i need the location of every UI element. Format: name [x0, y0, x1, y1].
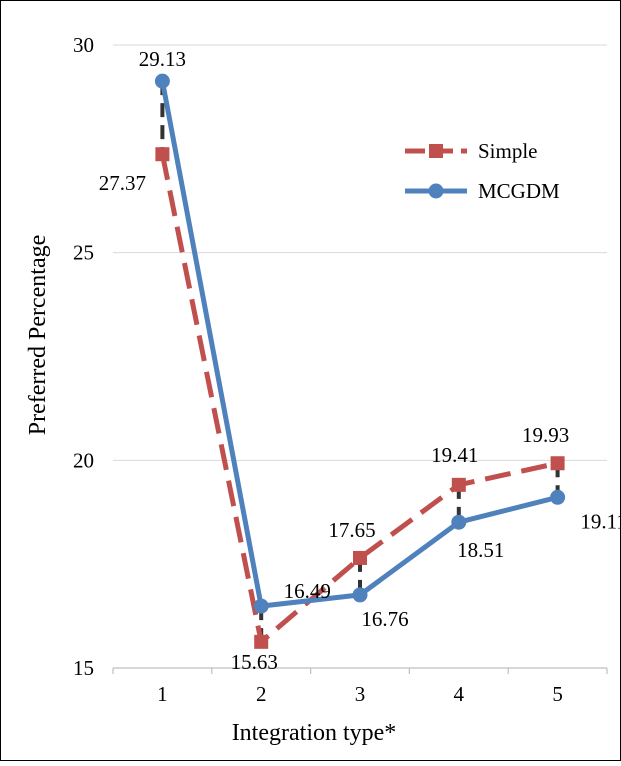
data-point-mcgdm — [550, 489, 566, 505]
legend-marker-mcgdm — [428, 183, 444, 199]
data-label-simple: 19.93 — [522, 423, 569, 447]
legend-marker-simple — [429, 144, 443, 158]
legend-label-mcgdm: MCGDM — [478, 179, 560, 203]
data-point-simple — [353, 550, 367, 565]
data-label-simple: 17.65 — [328, 518, 375, 542]
data-point-mcgdm — [352, 587, 368, 603]
data-label-mcgdm: 16.49 — [284, 579, 331, 603]
y-tick-label: 25 — [73, 241, 94, 265]
x-tick-label: 2 — [256, 682, 267, 706]
legend-label-simple: Simple — [478, 139, 538, 163]
data-point-simple — [254, 634, 269, 649]
x-axis-label: Integration type* — [232, 720, 397, 746]
data-label-mcgdm: 16.76 — [361, 607, 408, 631]
data-point-simple — [451, 477, 466, 492]
data-point-mcgdm — [253, 598, 269, 614]
data-point-mcgdm — [154, 73, 170, 89]
y-tick-label: 20 — [73, 448, 94, 472]
data-point-simple — [550, 456, 565, 471]
x-tick-label: 1 — [157, 682, 168, 706]
series-line-simple — [159, 153, 559, 645]
y-axis-label: Preferred Percentage — [25, 235, 51, 436]
data-label-simple: 19.41 — [431, 443, 478, 467]
y-tick-label: 15 — [73, 656, 94, 680]
data-label-mcgdm: 19.11 — [580, 509, 621, 533]
data-label-mcgdm: 18.51 — [457, 538, 504, 562]
data-label-simple: 27.37 — [99, 171, 146, 195]
y-tick-label: 30 — [73, 33, 94, 57]
x-tick-label: 5 — [552, 682, 563, 706]
data-label-mcgdm: 29.13 — [139, 47, 186, 71]
data-point-simple — [155, 147, 170, 162]
x-tick-label: 3 — [355, 682, 366, 706]
x-tick-label: 4 — [454, 682, 465, 706]
data-label-simple: 15.63 — [231, 650, 278, 674]
data-point-mcgdm — [451, 514, 467, 530]
